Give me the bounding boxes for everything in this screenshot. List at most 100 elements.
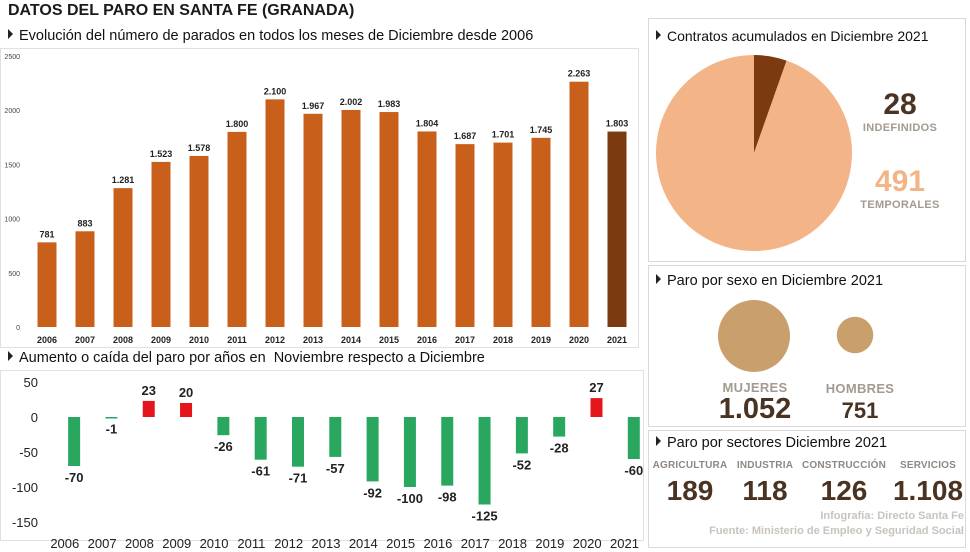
x-tick-label: 2019 xyxy=(531,335,551,345)
bar xyxy=(607,131,627,327)
bar xyxy=(403,417,416,487)
pie-title-text: Contratos acumulados en Diciembre 2021 xyxy=(667,28,929,44)
y-tick-label: -100 xyxy=(12,480,38,495)
bar xyxy=(75,231,95,327)
bar xyxy=(180,403,193,417)
sector-value: 118 xyxy=(742,475,788,506)
indefinidos-label: INDEFINIDOS xyxy=(862,122,938,134)
sexo-title: Paro por sexo en Diciembre 2021 xyxy=(656,273,883,289)
bar xyxy=(113,188,133,327)
x-tick-label: 2014 xyxy=(349,536,378,551)
bar-value-label: 1.281 xyxy=(112,175,135,185)
bar-value-label: 1.687 xyxy=(454,131,477,141)
bar-value-label: -61 xyxy=(251,464,270,479)
x-tick-label: 2015 xyxy=(379,335,399,345)
sexo-panel xyxy=(648,265,966,427)
bar-value-label: 1.804 xyxy=(416,118,439,128)
bar xyxy=(37,242,57,327)
bar xyxy=(553,417,566,437)
bar-value-label: -125 xyxy=(472,509,498,524)
bar-value-label: 20 xyxy=(179,385,193,400)
x-tick-label: 2010 xyxy=(200,536,229,551)
bar-value-label: 2.263 xyxy=(568,69,591,79)
x-tick-label: 2017 xyxy=(461,536,490,551)
sector-agricultura: AGRICULTURA 189 xyxy=(650,460,730,507)
x-tick-label: 2016 xyxy=(417,335,437,345)
bar xyxy=(493,142,513,327)
bar-value-label: -98 xyxy=(438,490,457,505)
bar xyxy=(366,417,379,482)
bar xyxy=(227,131,247,327)
bar-value-label: 1.701 xyxy=(492,130,515,140)
page-title: DATOS DEL PARO EN SANTA FE (GRANADA) xyxy=(8,2,355,19)
x-tick-label: 2006 xyxy=(37,335,57,345)
x-tick-label: 2008 xyxy=(113,335,133,345)
x-tick-label: 2007 xyxy=(75,335,95,345)
bar xyxy=(590,398,603,417)
bar xyxy=(569,81,589,327)
bar xyxy=(515,417,528,454)
bar-value-label: 2.100 xyxy=(264,86,287,96)
bar xyxy=(151,161,171,327)
bar-value-label: -100 xyxy=(397,491,423,506)
parados-bar-chart: 0 500 1000 1500 2000 2500 781 2006 883 2007 1.281 2… xyxy=(0,48,639,348)
chart1-title-text: Evolución del número de parados en todos… xyxy=(19,28,534,44)
sexo-bubbles xyxy=(718,300,874,372)
x-tick-label: 2011 xyxy=(227,335,247,345)
sector-value: 1.108 xyxy=(892,475,964,506)
hombres-value: 751 xyxy=(841,398,879,423)
x-tick-label: 2020 xyxy=(573,536,602,551)
x-tick-label: 2014 xyxy=(341,335,361,345)
triangle-bullet-icon xyxy=(8,351,13,361)
sector-servicios: SERVICIOS 1.108 xyxy=(888,460,968,507)
bar-value-label: 1.523 xyxy=(150,149,173,159)
x-tick-label: 2012 xyxy=(265,335,285,345)
sector-label: INDUSTRIA xyxy=(736,460,794,471)
bar-value-label: -1 xyxy=(106,422,118,437)
sector-label: AGRICULTURA xyxy=(652,460,728,471)
bar xyxy=(627,417,640,459)
sector-construccion: CONSTRUCCIÓN 126 xyxy=(800,460,888,507)
sectores-title: Paro por sectores Diciembre 2021 xyxy=(656,435,887,451)
bar-value-label: 27 xyxy=(589,380,603,395)
bar xyxy=(303,113,323,328)
x-tick-label: 2018 xyxy=(498,536,527,551)
y-tick-label: 500 xyxy=(8,271,20,278)
x-tick-label: 2015 xyxy=(386,536,415,551)
sexo-title-text: Paro por sexo en Diciembre 2021 xyxy=(667,273,884,289)
bar xyxy=(189,155,209,327)
bar-value-label: 1.967 xyxy=(302,101,325,111)
y-tick-label: 0 xyxy=(16,325,20,332)
chart2-title: Aumento o caída del paro por años en Nov… xyxy=(8,350,485,366)
sector-value: 126 xyxy=(820,475,868,506)
sector-label: CONSTRUCCIÓN xyxy=(801,460,887,471)
bar-value-label: -28 xyxy=(550,441,569,456)
bar-value-label: -70 xyxy=(65,470,84,485)
x-tick-label: 2006 xyxy=(50,536,79,551)
x-tick-label: 2009 xyxy=(151,335,171,345)
bar-value-label: 1.983 xyxy=(378,99,401,109)
sectores-panel xyxy=(648,430,966,548)
sector-value: 189 xyxy=(666,475,714,506)
variacion-bar-chart: 50 0 -50 -100 -150 -70 2006 -1 2007 23 2008 20 2009 -… xyxy=(0,370,644,551)
x-tick-label: 2010 xyxy=(189,335,209,345)
bar-value-label: 1.803 xyxy=(606,119,629,129)
bar-value-label: 781 xyxy=(39,229,54,239)
x-tick-label: 2017 xyxy=(455,335,475,345)
mujeres-label: MUJERES xyxy=(722,380,788,395)
bar xyxy=(441,417,454,486)
bar-value-label: 23 xyxy=(142,383,156,398)
sector-label: SERVICIOS xyxy=(899,460,957,471)
chart2-title-bold: Noviembre respecto a Diciembre xyxy=(273,350,485,366)
bar-value-label: 1.578 xyxy=(188,143,211,153)
y-tick-label: 1000 xyxy=(4,217,20,224)
pie-slice xyxy=(754,55,787,153)
bar-value-label: -60 xyxy=(624,463,643,478)
bar-value-label: -92 xyxy=(363,485,382,500)
pie-title: Contratos acumulados en Diciembre 2021 xyxy=(656,28,928,44)
bar-value-label: 1.800 xyxy=(226,119,249,129)
chart2-frame xyxy=(0,370,644,541)
sector-industria: INDUSTRIA 118 xyxy=(730,460,800,507)
bar xyxy=(217,417,230,436)
hombres-bubble xyxy=(836,316,874,354)
